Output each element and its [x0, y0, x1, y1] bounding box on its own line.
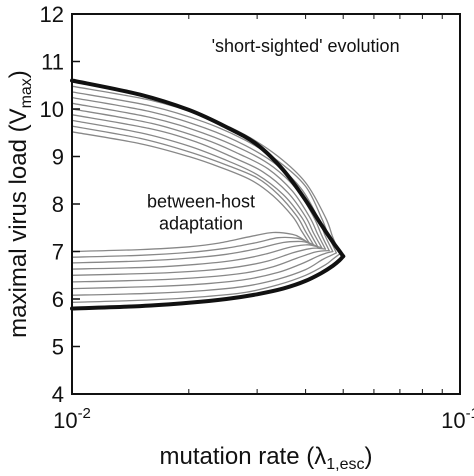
y-tick-label: 8: [52, 192, 64, 217]
series-line-14: [71, 249, 330, 283]
series-line-10: [71, 131, 311, 245]
series-line-8: [71, 119, 319, 248]
series-line-13: [71, 250, 334, 290]
series-line-0: [70, 78, 346, 259]
y-tick-label: 7: [52, 240, 64, 265]
y-tick-label: 10: [40, 97, 64, 122]
series-line-5: [71, 102, 330, 252]
y-tick-label: 6: [52, 287, 64, 312]
series-line-1: [70, 254, 346, 311]
series-layer: [70, 78, 346, 311]
annotation-layer: 'short-sighted' evolution between-host ada…: [147, 36, 400, 233]
series-line-6: [71, 108, 327, 250]
y-tick-label: 5: [52, 335, 64, 360]
series-line-7: [71, 114, 323, 249]
x-tick-label: 10-1: [441, 405, 474, 433]
ticks-layer: 4 5 6 7 8 9 10 11 12 10-2 10-1: [40, 2, 474, 433]
y-tick-label: 9: [52, 145, 64, 170]
series-line-2: [71, 85, 341, 255]
annotation-1: between-host adaptation: [147, 191, 255, 233]
series-line-18: [71, 236, 315, 258]
series-line-11: [71, 253, 341, 303]
x-tick-label: 10-2: [53, 405, 91, 433]
series-line-12: [71, 252, 337, 296]
x-axis-title: mutation rate (λ1,esc): [160, 443, 373, 473]
series-line-16: [71, 244, 323, 270]
y-tick-label: 11: [41, 50, 64, 75]
annotation-0: 'short-sighted' evolution: [212, 36, 400, 56]
plot-frame: [71, 13, 461, 395]
series-line-19: [71, 231, 311, 253]
series-line-9: [71, 125, 315, 246]
y-tick-label: 4: [52, 382, 64, 407]
y-tick-label: 12: [40, 2, 64, 27]
y-axis-title: maximal virus load (Vmax): [5, 70, 35, 338]
series-line-15: [71, 247, 327, 276]
